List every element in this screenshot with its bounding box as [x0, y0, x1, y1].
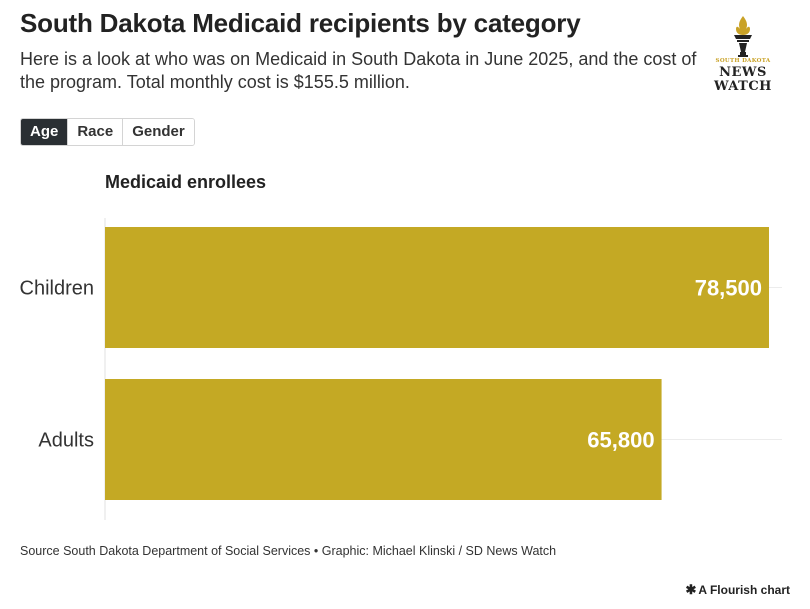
flourish-credit-label: A Flourish chart	[698, 583, 790, 597]
logo-state-text: SOUTH DAKOTA	[715, 58, 771, 64]
flourish-credit[interactable]: ✱ A Flourish chart	[686, 582, 790, 598]
category-label: Children	[20, 278, 94, 300]
category-tabs: Age Race Gender	[20, 118, 195, 146]
logo-news-text: NEWS	[719, 65, 767, 80]
chart-title: Medicaid enrollees	[105, 172, 267, 192]
page-subtitle: Here is a look at who was on Medicaid in…	[20, 49, 697, 92]
source-note: Source South Dakota Department of Social…	[20, 544, 557, 558]
data-label: 78,500	[695, 276, 762, 301]
data-label: 65,800	[587, 428, 654, 453]
sd-news-watch-logo: SOUTH DAKOTA NEWS WATCH	[712, 14, 774, 96]
bar	[105, 379, 662, 500]
flourish-star-icon: ✱	[685, 582, 697, 597]
category-label: Adults	[38, 430, 94, 452]
tab-race[interactable]: Race	[68, 119, 124, 145]
tab-age[interactable]: Age	[21, 119, 69, 145]
logo-watch-text: WATCH	[714, 79, 772, 94]
bar	[105, 227, 769, 348]
tab-gender[interactable]: Gender	[123, 119, 194, 145]
bar-chart: Children 78,500 Adults 65,800	[20, 218, 782, 520]
torch-icon	[734, 16, 752, 57]
page-title: South Dakota Medicaid recipients by cate…	[20, 8, 581, 38]
